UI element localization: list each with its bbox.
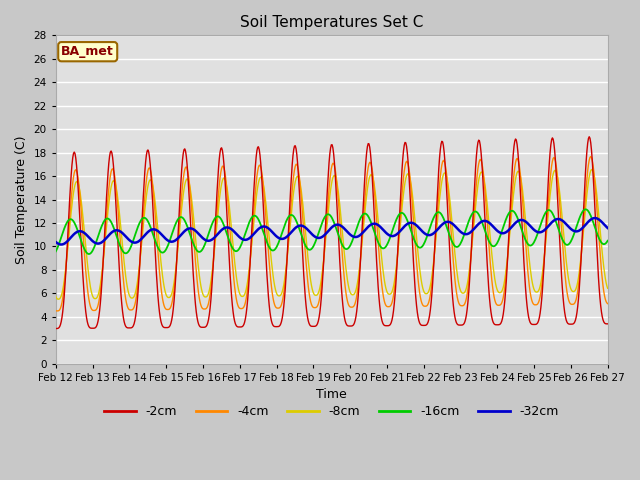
- Title: Soil Temperatures Set C: Soil Temperatures Set C: [240, 15, 424, 30]
- X-axis label: Time: Time: [316, 388, 347, 401]
- Legend: -2cm, -4cm, -8cm, -16cm, -32cm: -2cm, -4cm, -8cm, -16cm, -32cm: [99, 400, 564, 423]
- Y-axis label: Soil Temperature (C): Soil Temperature (C): [15, 135, 28, 264]
- Text: BA_met: BA_met: [61, 45, 114, 58]
